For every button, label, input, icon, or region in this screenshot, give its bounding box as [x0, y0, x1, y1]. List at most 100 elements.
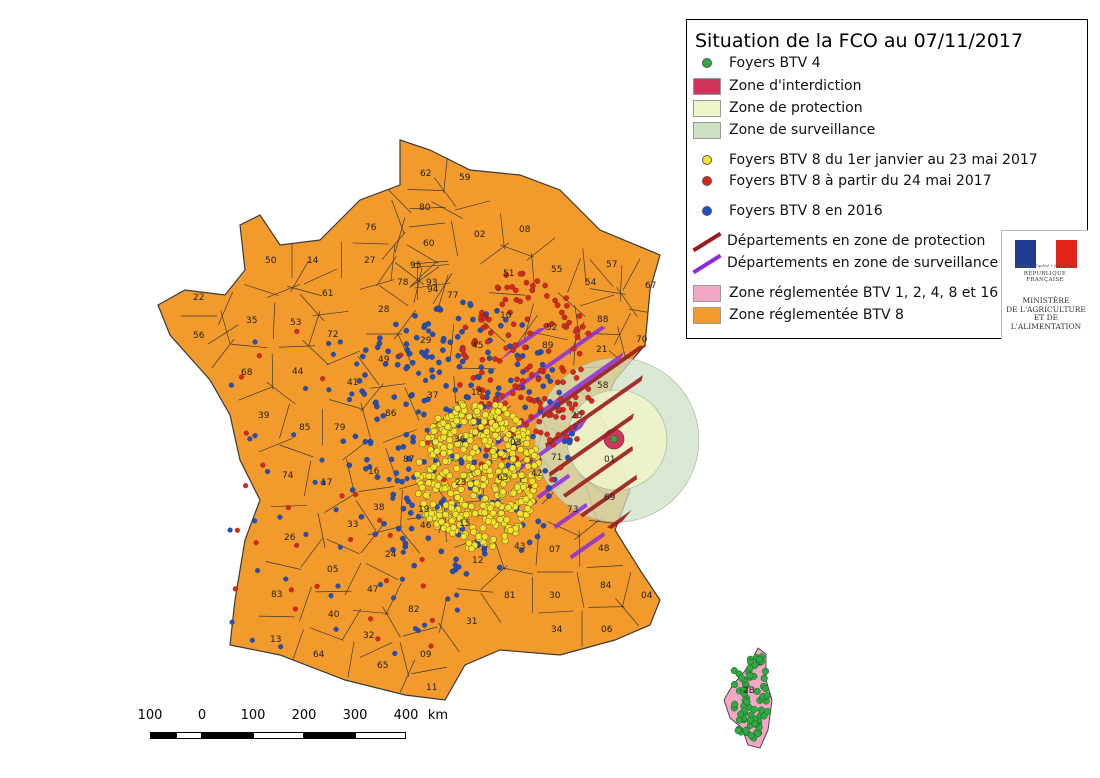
legend-swatch-icon — [702, 155, 712, 165]
outbreak-marker — [232, 586, 238, 592]
dep-label-26: 26 — [284, 533, 296, 543]
btv4-outbreak-marker — [740, 690, 748, 698]
outbreak-marker — [424, 434, 432, 442]
outbreak-marker — [459, 402, 467, 409]
outbreak-marker — [227, 527, 233, 533]
btv4-outbreak-marker — [737, 710, 745, 718]
department-border — [271, 353, 274, 390]
outbreak-marker — [348, 537, 354, 543]
outbreak-marker — [443, 383, 449, 389]
outbreak-marker — [579, 409, 585, 416]
department-border — [480, 592, 502, 624]
outbreak-marker — [541, 395, 548, 402]
outbreak-marker — [512, 416, 520, 424]
outbreak-marker — [451, 481, 459, 489]
outbreak-marker — [559, 309, 565, 316]
outbreak-marker — [523, 456, 531, 464]
outbreak-marker — [386, 476, 392, 482]
btv4-outbreak-marker — [751, 661, 759, 669]
outbreak-marker — [479, 356, 486, 363]
outbreak-marker — [452, 387, 459, 393]
department-border — [437, 274, 449, 310]
outbreak-marker — [415, 513, 422, 520]
department-border — [385, 186, 412, 214]
legend-swatch-icon — [702, 206, 712, 216]
department-border — [579, 294, 615, 307]
legend-swatch-icon — [702, 58, 712, 68]
outbreak-marker — [484, 517, 492, 525]
department-border — [231, 343, 268, 349]
department-border — [207, 324, 239, 345]
outbreak-marker — [454, 607, 460, 613]
outbreak-marker — [252, 518, 258, 524]
department-border — [409, 266, 440, 288]
outbreak-marker — [412, 312, 418, 319]
outbreak-marker — [503, 516, 511, 524]
outbreak-marker — [446, 436, 453, 444]
dep-label-95: 95 — [410, 261, 421, 271]
department-border — [360, 383, 384, 412]
btv4-outbreak-marker — [734, 727, 742, 735]
outbreak-marker — [441, 477, 447, 483]
outbreak-marker — [429, 331, 436, 338]
dep-label-09: 09 — [420, 650, 432, 660]
outbreak-marker — [425, 472, 433, 480]
scale-label: 100 — [137, 708, 163, 723]
department-border — [258, 615, 295, 618]
outbreak-marker — [349, 487, 356, 493]
department-border — [299, 586, 312, 622]
outbreak-marker — [545, 348, 552, 354]
dep-label-60: 60 — [423, 239, 435, 249]
dep-label-76: 76 — [365, 223, 377, 233]
dep-label-58: 58 — [597, 381, 609, 391]
department-border — [531, 253, 535, 289]
dep-label-43: 43 — [514, 542, 525, 552]
department-border — [557, 292, 586, 317]
outbreak-marker — [502, 475, 510, 483]
legend-swatch-icon — [693, 284, 721, 302]
outbreak-marker — [520, 377, 526, 384]
department-border — [324, 493, 356, 513]
outbreak-marker — [358, 514, 365, 520]
outbreak-marker — [585, 386, 592, 392]
outbreak-marker — [538, 405, 544, 412]
outbreak-marker — [455, 352, 462, 359]
outbreak-marker — [441, 457, 449, 465]
outbreak-marker — [430, 463, 438, 471]
outbreak-marker — [557, 396, 564, 402]
outbreak-marker — [425, 479, 432, 487]
outbreak-marker — [509, 455, 517, 463]
outbreak-marker — [495, 415, 503, 423]
legend-swatch-icon — [693, 99, 721, 117]
outbreak-marker — [552, 297, 558, 304]
outbreak-marker — [444, 423, 452, 431]
outbreak-marker — [440, 338, 447, 344]
dep-label-81: 81 — [504, 591, 515, 601]
btv4-outbreak-marker — [743, 698, 751, 706]
legend-label: Zone de protection — [729, 100, 863, 116]
outbreak-marker — [566, 439, 573, 446]
outbreak-marker — [573, 394, 579, 401]
department-border — [409, 206, 446, 210]
outbreak-marker — [449, 568, 456, 575]
outbreak-marker — [243, 483, 249, 489]
outbreak-marker — [421, 322, 428, 329]
outbreak-marker — [453, 465, 460, 472]
dep-label-37: 37 — [427, 391, 438, 401]
outbreak-marker — [510, 425, 518, 433]
outbreak-marker — [383, 578, 390, 584]
outbreak-marker — [455, 477, 463, 485]
dep-label-08: 08 — [519, 225, 531, 235]
outbreak-marker — [569, 424, 575, 431]
outbreak-marker — [509, 284, 515, 290]
outbreak-marker — [467, 502, 475, 510]
department-border — [266, 283, 301, 299]
outbreak-marker — [494, 284, 501, 291]
btv4-outbreak-marker — [746, 672, 754, 680]
department-border — [413, 267, 423, 304]
btv4-outbreak-marker — [757, 706, 765, 714]
dep-label-73: 73 — [567, 505, 578, 515]
outbreak-marker — [423, 377, 429, 383]
outbreak-marker — [362, 372, 368, 378]
outbreak-marker — [494, 307, 500, 314]
